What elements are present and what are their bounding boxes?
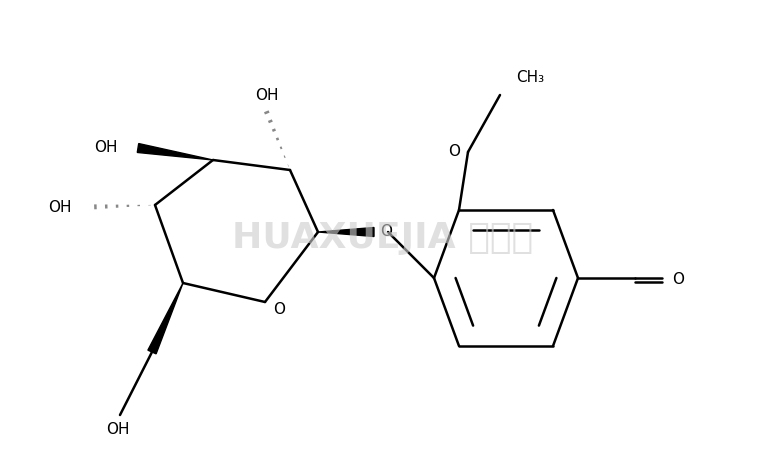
Text: O: O — [380, 225, 392, 239]
Polygon shape — [148, 283, 183, 354]
Text: OH: OH — [95, 141, 118, 155]
Text: O: O — [448, 144, 460, 160]
Text: OH: OH — [255, 89, 279, 103]
Text: O: O — [672, 271, 684, 287]
Text: OH: OH — [106, 421, 130, 437]
Polygon shape — [138, 143, 213, 160]
Text: HUAXUEJIA 化学家: HUAXUEJIA 化学家 — [232, 221, 533, 255]
Text: OH: OH — [48, 200, 72, 214]
Text: CH₃: CH₃ — [516, 70, 544, 85]
Polygon shape — [318, 228, 374, 236]
Text: O: O — [273, 303, 285, 318]
